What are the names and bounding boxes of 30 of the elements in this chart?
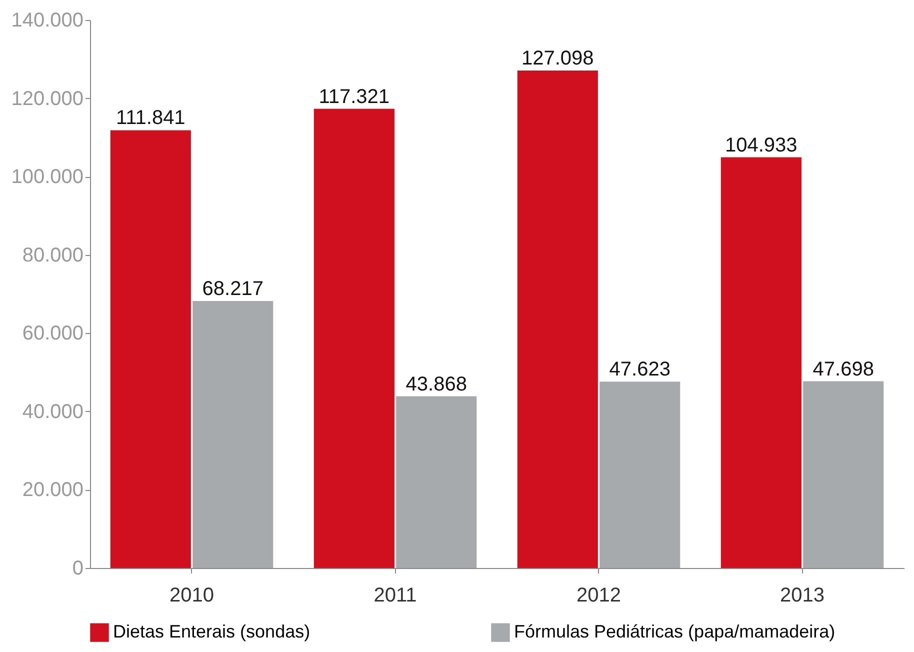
bar bbox=[192, 300, 274, 568]
bar bbox=[110, 130, 191, 568]
data-label: 43.868 bbox=[406, 373, 467, 396]
bar bbox=[396, 396, 477, 568]
bar bbox=[803, 381, 884, 568]
bar bbox=[314, 108, 394, 568]
y-tick-label: 20.000 bbox=[22, 479, 84, 502]
data-label: 127.098 bbox=[521, 48, 594, 70]
data-label: 117.321 bbox=[318, 86, 390, 108]
legend-label: Dietas Enterais (sondas) bbox=[113, 622, 310, 642]
bar bbox=[600, 382, 680, 568]
y-tick-label: 100.000 bbox=[11, 166, 84, 188]
y-tick-label: 140.000 bbox=[11, 10, 84, 32]
data-label: 104.933 bbox=[724, 134, 798, 156]
y-tick-label: 40.000 bbox=[22, 400, 84, 423]
x-tick-label: 2010 bbox=[170, 584, 214, 606]
y-tick-label: 120.000 bbox=[11, 88, 84, 110]
x-tick-label: 2013 bbox=[780, 584, 824, 606]
legend-label: Fórmulas Pediátricas (papa/mamadeira) bbox=[514, 622, 836, 642]
y-tick-label: 60.000 bbox=[22, 322, 84, 345]
y-tick-label: 0 bbox=[72, 558, 84, 580]
data-label: 68.217 bbox=[202, 278, 264, 300]
data-label: 47.698 bbox=[812, 358, 874, 380]
y-tick-label: 80.000 bbox=[22, 244, 84, 266]
bar bbox=[517, 70, 598, 568]
x-tick-label: 2012 bbox=[576, 584, 621, 606]
data-label: 47.623 bbox=[609, 358, 670, 381]
bar bbox=[720, 157, 802, 568]
data-label: 111.841 bbox=[116, 107, 186, 130]
x-tick-label: 2011 bbox=[374, 584, 417, 606]
